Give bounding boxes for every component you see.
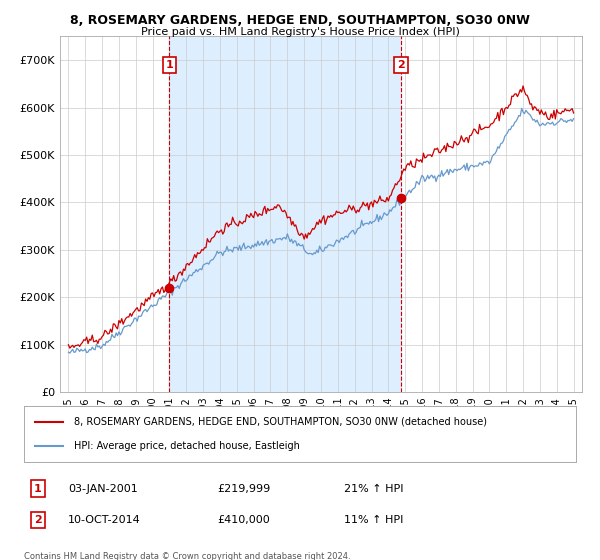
Text: 21% ↑ HPI: 21% ↑ HPI bbox=[344, 484, 404, 493]
Text: Price paid vs. HM Land Registry's House Price Index (HPI): Price paid vs. HM Land Registry's House … bbox=[140, 27, 460, 37]
Text: 1: 1 bbox=[34, 484, 41, 493]
Text: 2: 2 bbox=[34, 515, 41, 525]
Text: £410,000: £410,000 bbox=[217, 515, 270, 525]
Bar bbox=[169, 36, 401, 392]
Text: £219,999: £219,999 bbox=[217, 484, 271, 493]
Text: 11% ↑ HPI: 11% ↑ HPI bbox=[344, 515, 404, 525]
Text: 03-JAN-2001: 03-JAN-2001 bbox=[68, 484, 138, 493]
Text: Contains HM Land Registry data © Crown copyright and database right 2024.
This d: Contains HM Land Registry data © Crown c… bbox=[24, 552, 350, 560]
Text: 2: 2 bbox=[397, 60, 405, 70]
Text: 10-OCT-2014: 10-OCT-2014 bbox=[68, 515, 141, 525]
Text: 8, ROSEMARY GARDENS, HEDGE END, SOUTHAMPTON, SO30 0NW (detached house): 8, ROSEMARY GARDENS, HEDGE END, SOUTHAMP… bbox=[74, 417, 487, 427]
Text: 1: 1 bbox=[166, 60, 173, 70]
Text: 8, ROSEMARY GARDENS, HEDGE END, SOUTHAMPTON, SO30 0NW: 8, ROSEMARY GARDENS, HEDGE END, SOUTHAMP… bbox=[70, 14, 530, 27]
Text: HPI: Average price, detached house, Eastleigh: HPI: Average price, detached house, East… bbox=[74, 441, 299, 451]
